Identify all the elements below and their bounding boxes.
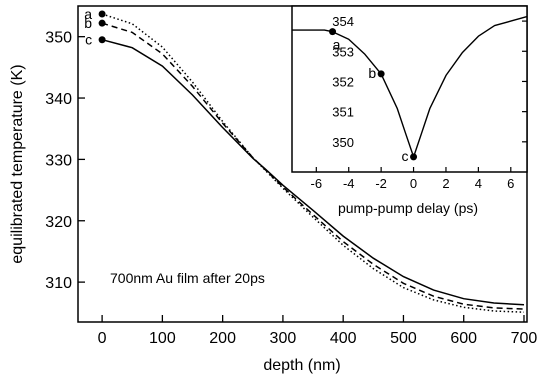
main-annotation: 700nm Au film after 20ps bbox=[110, 270, 265, 286]
inset-x-tick-label: -2 bbox=[375, 176, 387, 191]
y-tick-label: 310 bbox=[45, 275, 72, 292]
inset-xlabel: pump-pump delay (ps) bbox=[338, 200, 478, 216]
inset-plot-layer: -6 -4 -2 0 2 4 6 350 351 352 353 354 a b c bbox=[292, 14, 528, 191]
inset-x-tick-label: 2 bbox=[442, 176, 449, 191]
main-ylabel: equilibrated temperature (K) bbox=[9, 64, 26, 263]
marker-point-c bbox=[98, 36, 106, 44]
inset-y-tick-label: 352 bbox=[332, 74, 354, 89]
inset-y-tick-label: 353 bbox=[332, 44, 354, 59]
marker-label-b: b bbox=[84, 15, 92, 31]
marker-point-b bbox=[98, 19, 106, 27]
series-line-a bbox=[101, 13, 525, 313]
inset-x-tick-label: 0 bbox=[410, 176, 417, 191]
inset-plot-frame bbox=[291, 5, 528, 173]
inset-y-tick-label: 350 bbox=[332, 135, 354, 150]
inset-marker-label-b: b bbox=[368, 65, 376, 81]
inset-y-tick-label: 354 bbox=[332, 14, 354, 29]
series-line-b bbox=[101, 22, 525, 310]
x-tick-label: 0 bbox=[98, 330, 107, 347]
main-xlabel: depth (nm) bbox=[263, 357, 340, 374]
series-line-c bbox=[101, 38, 525, 306]
y-tick-label: 340 bbox=[45, 91, 72, 108]
inset-x-tick-label: 4 bbox=[475, 176, 482, 191]
x-tick-label: 200 bbox=[209, 330, 236, 347]
inset-y-tick-label: 351 bbox=[332, 105, 354, 120]
inset-x-tick-label: -4 bbox=[343, 176, 355, 191]
inset-marker-point-a bbox=[329, 28, 337, 36]
inset-x-tick-label: 6 bbox=[507, 176, 514, 191]
inset-marker-point-c bbox=[410, 153, 418, 161]
inset-x-tick-label: -6 bbox=[311, 176, 323, 191]
y-tick-label: 330 bbox=[45, 152, 72, 169]
x-tick-label: 500 bbox=[390, 330, 417, 347]
marker-point-a bbox=[98, 10, 106, 18]
x-tick-label: 300 bbox=[270, 330, 297, 347]
marker-label-a: a bbox=[84, 6, 92, 22]
x-tick-label: 100 bbox=[149, 330, 176, 347]
marker-label-c: c bbox=[85, 32, 92, 48]
inset-marker-label-a: a bbox=[333, 37, 341, 53]
y-tick-label: 350 bbox=[45, 30, 72, 47]
x-tick-label: 600 bbox=[450, 330, 477, 347]
inset-marker-label-c: c bbox=[402, 148, 409, 164]
y-tick-label: 320 bbox=[45, 214, 72, 231]
inset-marker-point-b bbox=[377, 70, 385, 78]
x-tick-label: 400 bbox=[330, 330, 357, 347]
x-tick-label: 700 bbox=[511, 330, 538, 347]
